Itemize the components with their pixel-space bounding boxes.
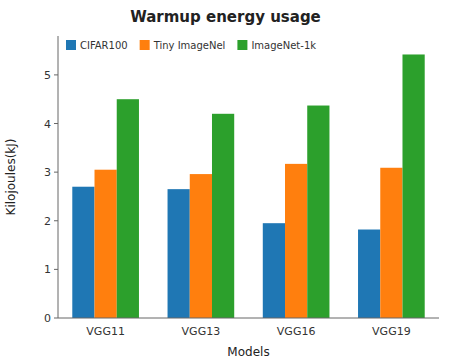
bar [117, 99, 139, 318]
x-tick-label: VGG13 [182, 325, 221, 338]
y-axis: 0 1 2 3 4 5 [44, 69, 58, 325]
x-tick-label: VGG11 [86, 325, 125, 338]
bar [402, 54, 424, 318]
legend-item: Tiny ImageNel [140, 40, 226, 51]
bar [285, 164, 307, 318]
chart: Warmup energy usage 0 1 2 3 4 5 VGG11 VGG13 VGG16… [0, 0, 451, 364]
bar [307, 106, 329, 318]
x-tick-label: VGG19 [372, 325, 411, 338]
y-tick-label: 3 [44, 166, 51, 179]
bar [380, 168, 402, 318]
y-tick-label: 4 [44, 118, 51, 131]
y-tick [54, 172, 58, 173]
legend-swatch [237, 40, 247, 50]
y-axis-line [58, 36, 59, 318]
bar [263, 223, 285, 318]
y-axis-label: Kilojoules(kJ) [4, 139, 18, 216]
legend-item: CIFAR100 [66, 40, 128, 51]
legend-swatch [66, 40, 76, 50]
legend-item: ImageNet-1k [237, 40, 316, 51]
y-tick-label: 5 [44, 69, 51, 82]
legend-label: Tiny ImageNel [153, 40, 226, 51]
bar [72, 187, 94, 318]
y-tick-label: 1 [44, 263, 51, 276]
title: Warmup energy usage [130, 8, 321, 26]
y-tick-label: 0 [44, 312, 51, 325]
y-tick [54, 220, 58, 221]
bar [168, 189, 190, 318]
y-tick [54, 318, 58, 319]
bar [190, 174, 212, 318]
bar [95, 170, 117, 318]
legend-label: ImageNet-1k [251, 40, 316, 51]
legend: CIFAR100 Tiny ImageNel ImageNet-1k [66, 40, 316, 51]
y-tick [54, 123, 58, 124]
x-axis-label: Models [227, 345, 269, 359]
x-tick-label: VGG16 [277, 325, 316, 338]
legend-swatch [140, 40, 150, 50]
bars [72, 54, 424, 318]
y-tick-label: 2 [44, 215, 51, 228]
y-tick [54, 74, 58, 75]
bar [358, 230, 380, 318]
legend-label: CIFAR100 [80, 40, 128, 51]
y-tick [54, 269, 58, 270]
bar [212, 114, 234, 318]
x-axis-line [58, 318, 439, 319]
